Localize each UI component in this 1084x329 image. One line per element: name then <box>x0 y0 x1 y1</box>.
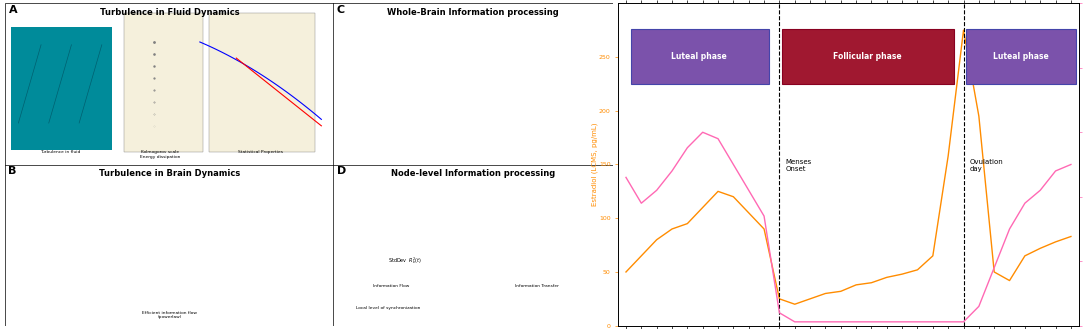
FancyBboxPatch shape <box>782 29 954 84</box>
Text: Local level of synchronization: Local level of synchronization <box>356 306 421 310</box>
Text: StdDev  $R_k^2(t)$: StdDev $R_k^2(t)$ <box>388 255 423 266</box>
FancyArrowPatch shape <box>49 45 72 123</box>
Text: Luteal phase: Luteal phase <box>671 52 726 61</box>
Text: Luteal phase: Luteal phase <box>993 52 1049 61</box>
Bar <box>12 28 112 150</box>
FancyArrowPatch shape <box>18 45 41 123</box>
Text: Menses
Onset: Menses Onset <box>786 159 812 172</box>
Text: B: B <box>9 166 17 176</box>
Text: Information Transfer: Information Transfer <box>515 284 559 288</box>
FancyBboxPatch shape <box>966 29 1076 84</box>
Text: C: C <box>336 5 345 15</box>
Text: Information Flow: Information Flow <box>373 284 410 288</box>
Bar <box>124 13 203 152</box>
Text: Statistical Properties: Statistical Properties <box>238 150 283 154</box>
Text: Efficient information flow
(powerlaw): Efficient information flow (powerlaw) <box>142 311 197 319</box>
Text: D: D <box>336 166 346 176</box>
Text: Turbulence in Fluid Dynamics: Turbulence in Fluid Dynamics <box>100 8 240 17</box>
Text: Whole-Brain Information processing: Whole-Brain Information processing <box>387 8 559 17</box>
Bar <box>209 13 315 152</box>
Text: Ovulation
day: Ovulation day <box>970 159 1004 172</box>
Text: A: A <box>9 5 17 15</box>
Text: Kolmogorov scale
Energy dissipation: Kolmogorov scale Energy dissipation <box>140 150 181 159</box>
Text: Node-level Information processing: Node-level Information processing <box>391 169 555 178</box>
FancyArrowPatch shape <box>79 45 102 123</box>
Text: Follicular phase: Follicular phase <box>834 52 902 61</box>
Y-axis label: Estradiol (LCMS, pg/mL): Estradiol (LCMS, pg/mL) <box>591 123 597 206</box>
Text: Turbulence in Brain Dynamics: Turbulence in Brain Dynamics <box>99 169 240 178</box>
Text: Turbulence in fluid: Turbulence in fluid <box>40 150 80 154</box>
FancyBboxPatch shape <box>631 29 770 84</box>
